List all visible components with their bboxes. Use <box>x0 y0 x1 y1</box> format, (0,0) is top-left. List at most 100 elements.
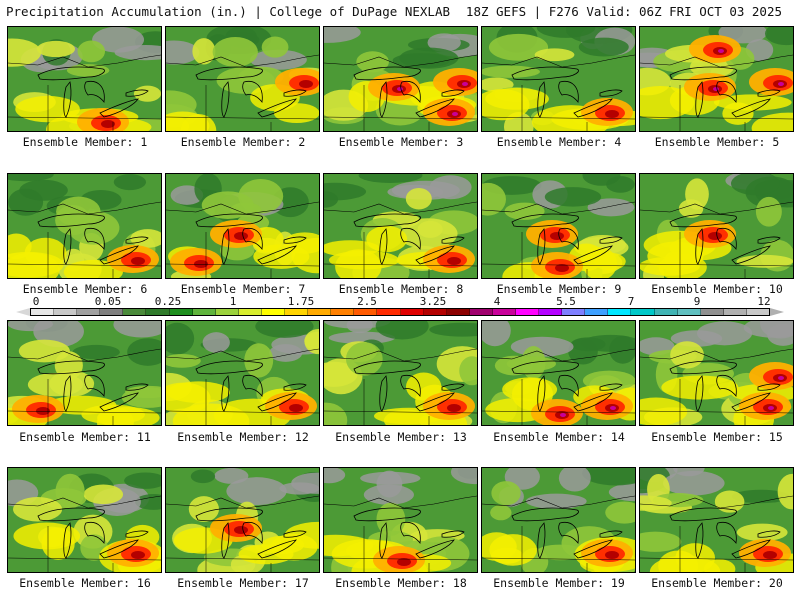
colorbar-segment <box>492 309 516 315</box>
member-caption-9: Ensemble Member: 9 <box>496 282 622 296</box>
precip-map-6 <box>8 174 161 278</box>
map-panel-member-3 <box>323 26 478 132</box>
great-lakes-outline <box>166 201 319 278</box>
colorbar-segment <box>308 309 332 315</box>
colorbar-segment <box>539 309 563 315</box>
precip-map-2 <box>166 27 319 131</box>
colorbar-high-arrow <box>770 308 784 316</box>
great-lakes-outline <box>482 201 635 278</box>
map-panel-member-11 <box>7 320 162 426</box>
great-lakes-outline <box>482 348 635 425</box>
member-caption-7: Ensemble Member: 7 <box>180 282 306 296</box>
colorbar-segment <box>331 309 355 315</box>
member-caption-6: Ensemble Member: 6 <box>22 282 148 296</box>
map-panel-member-6 <box>7 173 162 279</box>
member-caption-12: Ensemble Member: 12 <box>177 430 309 444</box>
map-panel-member-2 <box>165 26 320 132</box>
colorbar-segment <box>285 309 309 315</box>
precip-map-16 <box>8 468 161 572</box>
great-lakes-outline <box>324 54 477 131</box>
member-caption-16: Ensemble Member: 16 <box>19 576 151 590</box>
precip-map-17 <box>166 468 319 572</box>
colorbar-segment <box>54 309 78 315</box>
colorbar-segment <box>631 309 655 315</box>
colorbar-segment <box>515 309 540 315</box>
great-lakes-outline <box>640 495 793 572</box>
member-caption-3: Ensemble Member: 3 <box>338 135 464 149</box>
member-caption-2: Ensemble Member: 2 <box>180 135 306 149</box>
great-lakes-outline <box>482 495 635 572</box>
great-lakes-outline <box>166 348 319 425</box>
precip-map-1 <box>8 27 161 131</box>
great-lakes-outline <box>8 201 161 278</box>
great-lakes-outline <box>482 54 635 131</box>
colorbar-segment <box>608 309 632 315</box>
precip-map-5 <box>640 27 793 131</box>
product-title: Precipitation Accumulation (in.) | Colle… <box>6 4 451 19</box>
great-lakes-outline <box>640 201 793 278</box>
colorbar-segment <box>562 309 586 315</box>
precip-map-20 <box>640 468 793 572</box>
great-lakes-outline <box>8 348 161 425</box>
colorbar <box>30 308 770 316</box>
member-caption-1: Ensemble Member: 1 <box>22 135 148 149</box>
colorbar-segment <box>400 309 424 315</box>
colorbar-segment <box>123 309 147 315</box>
precip-map-11 <box>8 321 161 425</box>
precip-map-10 <box>640 174 793 278</box>
colorbar-segment <box>377 309 401 315</box>
map-panel-member-14 <box>481 320 636 426</box>
colorbar-tick-label: 0 <box>32 295 40 308</box>
precip-map-9 <box>482 174 635 278</box>
colorbar-tick-label: 1 <box>229 295 237 308</box>
precip-map-12 <box>166 321 319 425</box>
colorbar-segment <box>469 309 493 315</box>
member-caption-18: Ensemble Member: 18 <box>335 576 467 590</box>
precip-map-4 <box>482 27 635 131</box>
precip-map-15 <box>640 321 793 425</box>
precip-map-18 <box>324 468 477 572</box>
colorbar-segment <box>238 309 262 315</box>
colorbar-segment <box>77 309 101 315</box>
member-caption-8: Ensemble Member: 8 <box>338 282 464 296</box>
colorbar-segment <box>746 309 769 315</box>
colorbar-tick-label: 7 <box>627 295 635 308</box>
colorbar-tick-label: 0.05 <box>94 295 122 308</box>
great-lakes-outline <box>324 495 477 572</box>
great-lakes-outline <box>324 201 477 278</box>
colorbar-segment <box>146 309 170 315</box>
great-lakes-outline <box>8 54 161 131</box>
colorbar-segment <box>723 309 747 315</box>
colorbar-segment <box>169 309 193 315</box>
colorbar-segment <box>700 309 724 315</box>
precip-map-3 <box>324 27 477 131</box>
precip-map-8 <box>324 174 477 278</box>
colorbar-tick-label: 5.5 <box>556 295 576 308</box>
map-panel-member-20 <box>639 467 794 573</box>
precip-map-13 <box>324 321 477 425</box>
colorbar-segment <box>423 309 447 315</box>
member-caption-13: Ensemble Member: 13 <box>335 430 467 444</box>
colorbar-segment <box>585 309 609 315</box>
colorbar-segment <box>261 309 286 315</box>
member-caption-20: Ensemble Member: 20 <box>651 576 783 590</box>
colorbar-segment <box>654 309 678 315</box>
colorbar-segment <box>446 309 470 315</box>
member-caption-14: Ensemble Member: 14 <box>493 430 625 444</box>
colorbar-tick-label: 9 <box>693 295 701 308</box>
great-lakes-outline <box>166 54 319 131</box>
member-caption-11: Ensemble Member: 11 <box>19 430 151 444</box>
map-panel-member-13 <box>323 320 478 426</box>
colorbar-segment <box>677 309 701 315</box>
colorbar-segment <box>31 309 55 315</box>
member-caption-5: Ensemble Member: 5 <box>654 135 780 149</box>
map-panel-member-18 <box>323 467 478 573</box>
map-panel-member-8 <box>323 173 478 279</box>
precip-map-14 <box>482 321 635 425</box>
colorbar-segment <box>100 309 124 315</box>
member-caption-19: Ensemble Member: 19 <box>493 576 625 590</box>
member-caption-17: Ensemble Member: 17 <box>177 576 309 590</box>
great-lakes-outline <box>324 348 477 425</box>
map-panel-member-10 <box>639 173 794 279</box>
map-panel-member-4 <box>481 26 636 132</box>
